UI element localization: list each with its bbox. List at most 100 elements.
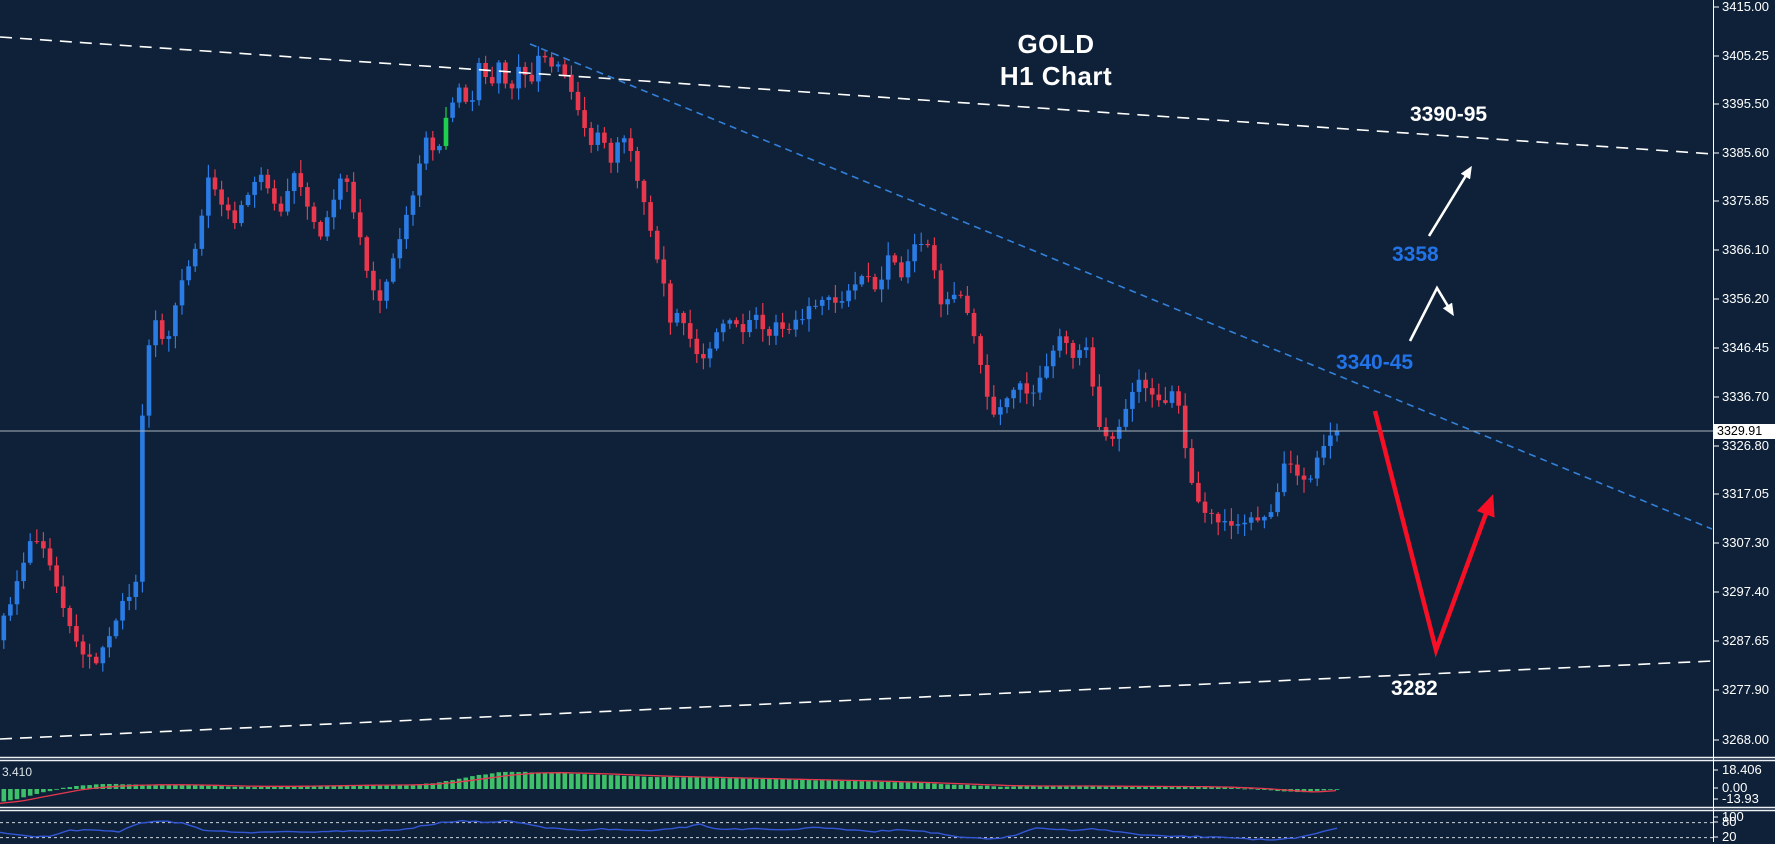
osma-bar [549,773,554,789]
osma-bar [707,777,713,789]
candle-body [1301,475,1307,480]
candle-body [872,276,878,290]
candle-body [879,279,884,290]
osma-bar [278,786,284,789]
candle-body [390,258,396,282]
osma-bar [1097,785,1102,789]
candle-body [951,294,957,300]
osma-bar [687,777,693,789]
osma-bar [1209,787,1214,789]
osma-bar [27,789,33,796]
osma-bar [443,781,449,789]
osma-bar [641,776,647,789]
osma-bar [153,784,158,789]
candle-body [239,205,244,224]
descending-resistance-line [529,43,1713,530]
oscillator-axis-label: 20 [1722,829,1737,844]
candle-body [582,110,587,128]
osma-bar [331,785,337,789]
candle-body [859,276,865,285]
candle-body [1110,436,1115,439]
candle-body [1229,521,1234,526]
candle-body [503,62,508,84]
osma-bar [199,785,205,789]
candle-body [371,270,376,291]
candle-body [173,305,178,337]
candle-body [219,189,224,205]
osma-bar [318,785,323,789]
candle-body [701,354,706,359]
osma-bar [522,771,528,789]
candle-body [344,178,350,182]
osma-bar [21,789,26,798]
candle-body [212,177,218,190]
candle-body [1222,521,1228,523]
candle-body [54,565,59,587]
osma-bar [1202,787,1208,789]
osma-bar [905,782,911,789]
candle-body [87,654,92,657]
candle-body [595,132,601,145]
osma-bar [1123,786,1129,789]
osma-bar [34,789,40,794]
candle-body [450,102,455,118]
candle-body [1070,343,1076,358]
osma-bar [338,785,343,789]
price-axis-label: 3287.65 [1722,633,1769,648]
osma-bar [747,778,752,789]
candle-body [1255,517,1261,521]
candle-body [1130,391,1135,409]
osma-bar [166,785,172,789]
osma-bar [1,789,7,802]
osma-bar [1103,786,1109,789]
osma-bar [1314,789,1320,791]
candle-body [621,138,627,143]
price-axis-label: 3366.10 [1722,242,1769,257]
candle-body [938,270,944,305]
candle-body [569,74,574,92]
candle-body [1011,389,1016,399]
osma-bar [806,779,812,789]
osma-bar [595,774,601,789]
osma-bar [430,783,436,789]
osma-bar [1242,788,1247,790]
candle-body [1189,448,1195,483]
candle-body [357,212,363,238]
osma-bar [1004,786,1010,789]
osma-bar [588,774,594,789]
candle-body [516,66,521,89]
candle-body [1123,408,1129,427]
osma-bar [239,786,244,789]
osma-bar [206,785,211,789]
candle-body [192,248,198,267]
candle-body [1024,383,1030,394]
candle-body [1116,426,1122,439]
candle-body [892,255,898,263]
candle-body [60,586,66,609]
osma-bar [232,786,238,789]
osma-bar [529,772,535,789]
candle-body [720,323,726,333]
osma-bar [1334,789,1340,790]
candle-body [826,297,832,300]
osma-bar [377,784,383,789]
osma-bar [1037,786,1043,789]
osma-bar [397,785,403,789]
candle-body [734,320,739,325]
osma-bar [602,774,607,789]
candle-body [456,87,462,103]
candle-body [265,174,271,189]
candle-body [925,243,931,246]
price-axis-label: 3307.30 [1722,535,1769,550]
osma-bar [463,777,469,789]
candle-body [377,290,383,301]
osma-bar [1268,789,1274,791]
candle-body [1169,391,1175,403]
candle-body [562,64,568,75]
osma-bar [866,781,871,789]
candle-body [272,188,277,204]
osma-bar [879,781,884,789]
osma-bar [1235,788,1241,789]
oscillator-axis-label: 80 [1722,814,1737,829]
